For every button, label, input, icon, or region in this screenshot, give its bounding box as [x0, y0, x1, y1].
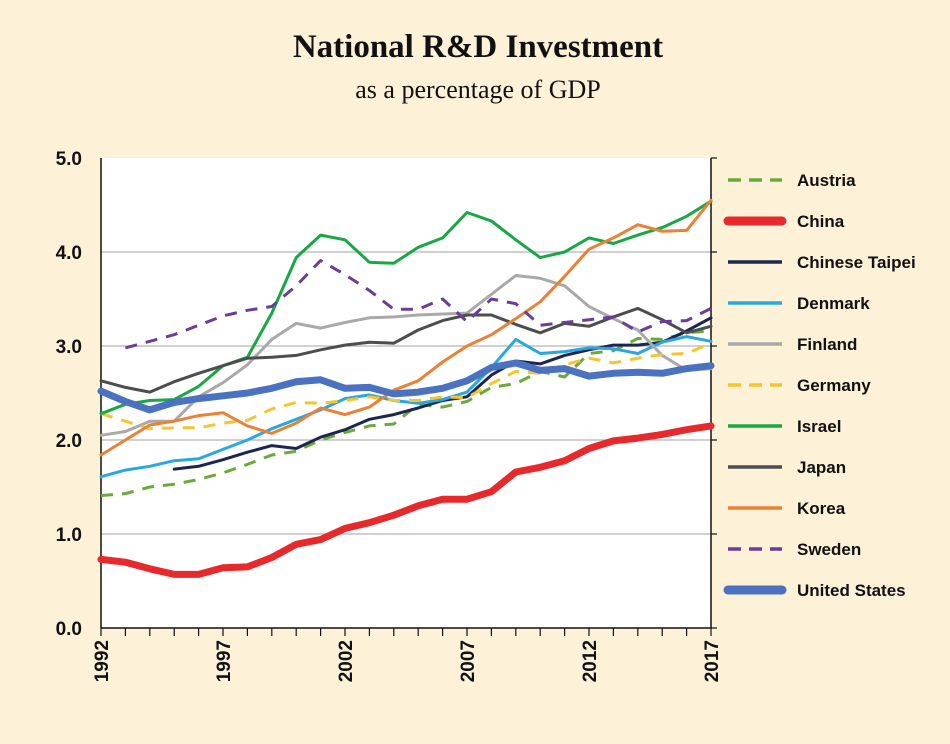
series-line-united-states [97, 359, 715, 414]
legend-label: Austria [797, 171, 856, 190]
y-tick-label: 2.0 [56, 431, 82, 452]
legend-label: Israel [797, 417, 841, 436]
x-tick-label: 2007 [458, 640, 479, 682]
x-tick-label: 1992 [92, 640, 113, 682]
x-tick-label: 2002 [336, 640, 357, 682]
series-line-denmark [99, 335, 713, 479]
legend-label: Japan [797, 458, 846, 477]
legend-label: China [797, 212, 845, 231]
legend-label: Germany [797, 376, 871, 395]
series-line-china [97, 422, 715, 578]
x-tick-label: 2012 [580, 640, 601, 682]
series-line-sweden [125, 259, 712, 350]
series-lines [97, 198, 715, 578]
chart-subtitle: as a percentage of GDP [355, 75, 600, 104]
y-tick-label: 5.0 [56, 149, 82, 170]
legend-label: Korea [797, 499, 846, 518]
x-tick-label: 2017 [702, 640, 723, 682]
series-line-germany [100, 341, 712, 431]
y-tick-label: 0.0 [56, 619, 82, 640]
legend-label: Sweden [797, 540, 861, 559]
legend: Austria China Chinese Taipei Denmark Finland… [723, 171, 916, 600]
y-tick-label: 4.0 [56, 243, 82, 264]
series-line-austria [100, 329, 712, 497]
series-line-korea [99, 198, 713, 457]
y-tick-label: 3.0 [56, 337, 82, 358]
plot-area: 0.0 1.0 2.0 3.0 4.0 5.0 1992 1997 2002 2007 2012 20… [56, 149, 723, 682]
legend-label: Finland [797, 335, 857, 354]
x-tick-label: 1997 [214, 640, 235, 682]
chart-title: National R&D Investment [293, 29, 663, 65]
legend-label: Chinese Taipei [797, 253, 916, 272]
series-line-israel [99, 199, 713, 416]
legend-label: United States [797, 581, 906, 600]
legend-label: Denmark [797, 294, 870, 313]
y-tick-label: 1.0 [56, 525, 82, 546]
